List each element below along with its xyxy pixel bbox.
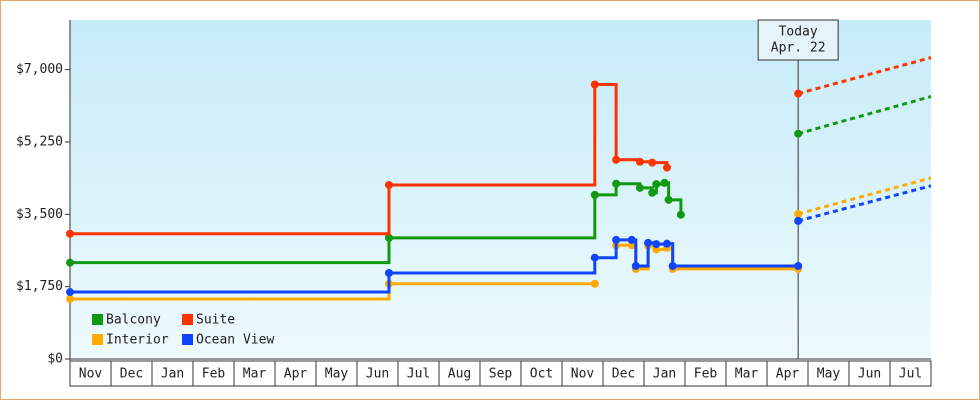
x-tick-label: Dec — [120, 367, 143, 382]
forecast-point — [794, 89, 803, 98]
forecast-line — [797, 95, 932, 136]
y-tick-label: $1,750 — [16, 279, 63, 294]
y-tick-label: $7,000 — [16, 62, 63, 77]
today-label: Apr. 22 — [771, 41, 826, 56]
forecast-point — [794, 129, 803, 138]
legend-label: Balcony — [106, 313, 161, 328]
x-tick-label: Nov — [571, 367, 595, 382]
legend-label: Suite — [196, 313, 235, 328]
x-tick-label: Dec — [612, 367, 635, 382]
x-tick-label: Jan — [653, 367, 676, 382]
legend-swatch — [182, 314, 193, 325]
data-point — [662, 239, 671, 248]
x-tick-label: May — [817, 367, 841, 382]
forecast-point — [794, 209, 803, 218]
data-point — [635, 157, 644, 166]
data-point — [664, 195, 673, 204]
month-band — [69, 360, 932, 387]
legend-label: Interior — [106, 333, 169, 348]
today-box — [757, 19, 839, 61]
x-tick-label: Mar — [243, 367, 267, 382]
x-tick-label: Sep — [489, 367, 513, 382]
data-point — [648, 188, 657, 197]
data-point — [662, 163, 671, 172]
plot-area — [70, 20, 931, 359]
data-point — [612, 179, 621, 188]
legend-swatch — [182, 334, 193, 345]
data-point — [66, 295, 74, 304]
x-tick-label: Jul — [899, 367, 922, 382]
data-point — [66, 258, 74, 267]
data-point — [652, 180, 661, 189]
data-point — [66, 288, 74, 297]
y-tick-label: $5,250 — [16, 134, 63, 149]
data-point — [676, 210, 685, 219]
legend-label: Ocean View — [196, 333, 274, 348]
data-point — [384, 180, 393, 189]
series-line — [70, 181, 683, 265]
forecast-line — [797, 56, 932, 96]
x-tick-label: Aug — [448, 367, 471, 382]
data-point — [66, 229, 74, 238]
today-label: Today — [779, 25, 818, 40]
forecast-point — [794, 216, 803, 225]
data-point — [631, 261, 640, 270]
data-point — [794, 261, 803, 270]
data-point — [668, 261, 677, 270]
data-point — [612, 155, 621, 164]
x-tick-label: Feb — [694, 367, 718, 382]
x-tick-label: Jan — [161, 367, 184, 382]
y-tick-label: $3,500 — [16, 207, 63, 222]
x-tick-label: Mar — [735, 367, 759, 382]
data-point — [660, 178, 669, 187]
x-tick-label: May — [325, 367, 349, 382]
x-tick-label: Feb — [202, 367, 226, 382]
y-tick-label: $0 — [47, 352, 63, 367]
legend-swatch — [92, 314, 103, 325]
forecast-line — [797, 176, 932, 216]
data-point — [384, 233, 393, 242]
x-tick-label: Jun — [858, 367, 881, 382]
x-tick-label: Apr — [776, 367, 800, 382]
data-point — [590, 253, 599, 262]
data-point — [384, 269, 393, 278]
data-point — [648, 158, 657, 167]
legend-swatch — [92, 334, 103, 345]
data-point — [590, 190, 599, 199]
x-tick-label: Apr — [284, 367, 308, 382]
data-point — [644, 238, 653, 247]
x-tick-label: Jun — [366, 367, 389, 382]
data-point — [627, 235, 636, 244]
data-point — [612, 235, 621, 244]
forecast-line — [797, 184, 932, 223]
data-point — [652, 240, 661, 249]
x-tick-label: Nov — [79, 367, 103, 382]
data-point — [635, 183, 644, 192]
x-tick-label: Jul — [407, 367, 430, 382]
data-point — [590, 279, 599, 288]
x-tick-label: Oct — [530, 367, 553, 382]
data-point — [590, 80, 599, 89]
